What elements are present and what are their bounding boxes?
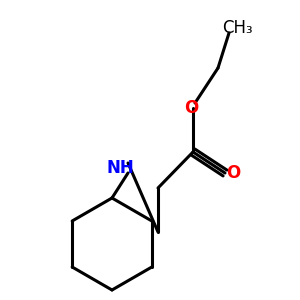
Text: O: O bbox=[226, 164, 240, 182]
Text: NH: NH bbox=[106, 159, 134, 177]
Text: CH₃: CH₃ bbox=[222, 19, 252, 37]
Text: O: O bbox=[184, 99, 198, 117]
